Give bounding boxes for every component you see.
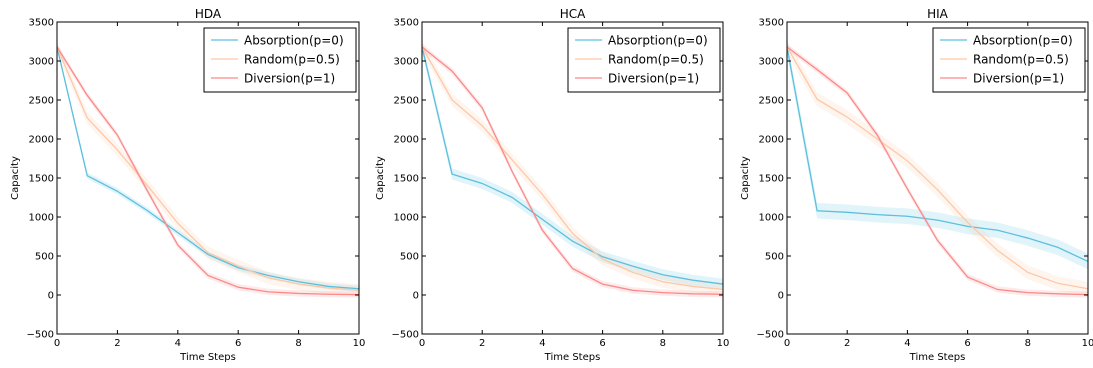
y-tick-label: −500 [392, 330, 419, 341]
chart-panel-hca: 0 2 4 6 8 10−5000500100015002000250030003500H… [375, 7, 729, 363]
y-tick-label: 3000 [394, 57, 419, 68]
x-axis-label: Time Steps [909, 352, 966, 363]
chart-panel-hda: 0 2 4 6 8 10−5000500100015002000250030003500H… [10, 7, 365, 363]
series-group [787, 39, 1088, 298]
legend-entry: Diversion(p=1) [973, 72, 1064, 86]
x-tick-label: 0 [784, 338, 790, 349]
x-tick-label: 2 [114, 338, 120, 349]
series-band [422, 41, 723, 290]
y-tick-label: 2000 [29, 135, 54, 146]
x-axis-label: Time Steps [544, 352, 601, 363]
series-line [57, 46, 359, 291]
legend-entry: Absorption(p=0) [608, 34, 708, 48]
y-tick-label: 3500 [29, 18, 54, 29]
legend-entry: Diversion(p=1) [244, 72, 335, 86]
x-tick-label: 4 [904, 338, 910, 349]
y-tick-label: 500 [35, 252, 54, 263]
y-tick-label: 1000 [394, 213, 419, 224]
x-tick-label: 8 [660, 338, 666, 349]
legend-box [932, 27, 1086, 93]
y-tick-label: 1000 [759, 213, 784, 224]
chart-title: HCA [560, 7, 586, 21]
chart-title: HDA [195, 7, 222, 21]
x-tick-label: 10 [353, 338, 366, 349]
chart-panel-hia: 0 2 4 6 8 10−5000500100015002000250030003500H… [740, 7, 1093, 363]
legend-entry: Random(p=0.5) [973, 53, 1069, 67]
y-tick-label: 2500 [29, 96, 54, 107]
series-line [787, 46, 1088, 296]
y-tick-label: −500 [27, 330, 54, 341]
series-line [57, 46, 359, 296]
y-tick-label: 1000 [29, 213, 54, 224]
y-tick-label: 500 [400, 252, 419, 263]
y-tick-label: 0 [778, 291, 784, 302]
series-line [787, 46, 1088, 263]
series-line [422, 46, 723, 291]
x-tick-label: 6 [599, 338, 605, 349]
y-tick-label: 1500 [394, 174, 419, 185]
x-tick-label: 8 [1025, 338, 1031, 349]
x-tick-label: 10 [1082, 338, 1093, 349]
x-tick-label: 0 [419, 338, 425, 349]
x-tick-label: 0 [54, 338, 60, 349]
y-tick-label: 2000 [759, 135, 784, 146]
y-tick-label: 2500 [759, 96, 784, 107]
x-tick-label: 4 [175, 338, 181, 349]
legend-entry: Random(p=0.5) [244, 53, 340, 67]
y-tick-label: 3500 [759, 18, 784, 29]
legend: Absorption(p=0) Random(p=0.5) Diversion(p=… [203, 27, 357, 93]
x-tick-label: 4 [539, 338, 545, 349]
y-tick-label: 2000 [394, 135, 419, 146]
x-tick-label: 8 [295, 338, 301, 349]
y-tick-label: 0 [48, 291, 54, 302]
y-axis-label: Capacity [10, 156, 21, 200]
legend-box [567, 27, 721, 93]
y-tick-label: 0 [413, 291, 419, 302]
x-tick-label: 10 [717, 338, 730, 349]
x-axis-label: Time Steps [179, 352, 236, 363]
legend-entry: Random(p=0.5) [608, 53, 704, 67]
y-tick-label: 3000 [29, 57, 54, 68]
legend-box [203, 27, 357, 93]
series-line [422, 46, 723, 285]
series-line [787, 46, 1088, 290]
y-tick-label: 3500 [394, 18, 419, 29]
series-band [422, 43, 723, 298]
y-tick-label: −500 [757, 330, 784, 341]
x-tick-label: 6 [964, 338, 970, 349]
series-band [787, 39, 1088, 270]
series-group [422, 40, 723, 298]
legend: Absorption(p=0) Random(p=0.5) Diversion(p=… [567, 27, 721, 93]
legend-entry: Absorption(p=0) [244, 34, 344, 48]
y-tick-label: 2500 [394, 96, 419, 107]
y-tick-label: 1500 [759, 174, 784, 185]
x-tick-label: 2 [479, 338, 485, 349]
x-tick-label: 2 [844, 338, 850, 349]
chart-title: HIA [927, 7, 949, 21]
series-line [57, 46, 359, 290]
series-group [57, 40, 359, 298]
x-tick-label: 6 [235, 338, 241, 349]
y-axis-label: Capacity [740, 156, 751, 200]
y-tick-label: 3000 [759, 57, 784, 68]
y-tick-label: 1500 [29, 174, 54, 185]
legend-entry: Absorption(p=0) [973, 34, 1073, 48]
y-axis-label: Capacity [375, 156, 386, 200]
legend: Absorption(p=0) Random(p=0.5) Diversion(p=… [932, 27, 1086, 93]
legend-entry: Diversion(p=1) [608, 72, 699, 86]
y-tick-label: 500 [765, 252, 784, 263]
series-line [422, 46, 723, 295]
